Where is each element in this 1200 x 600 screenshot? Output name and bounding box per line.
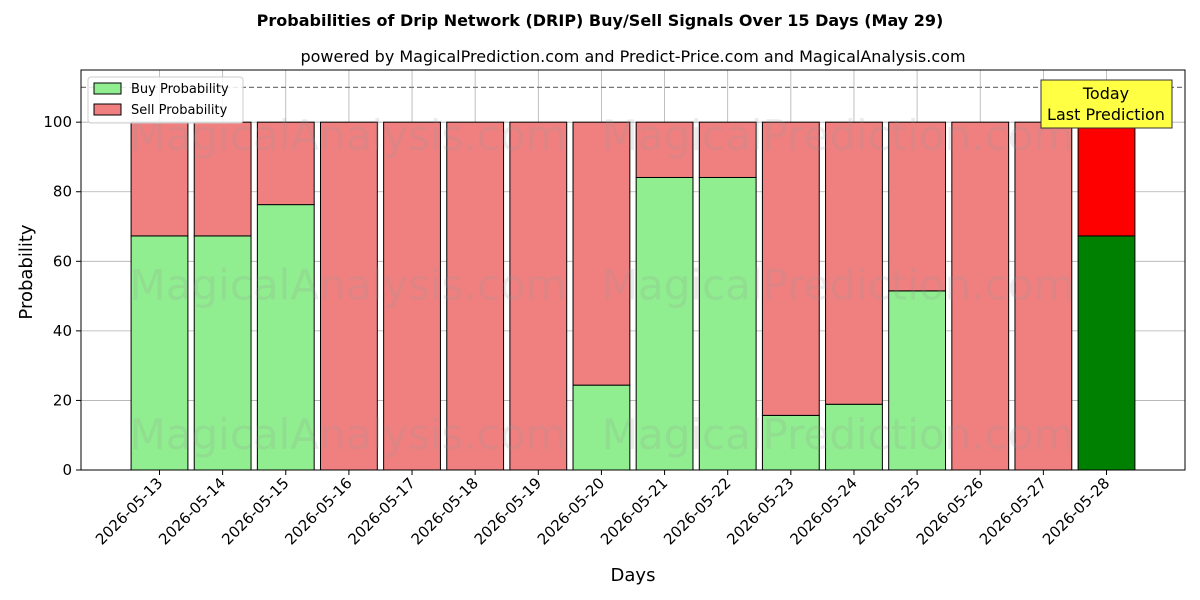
- buy-bar: [888, 290, 947, 471]
- watermark-text: MagicalPrediction.com: [602, 410, 1075, 459]
- y-tick-label: 80: [53, 183, 72, 201]
- sell-bar: [761, 121, 820, 416]
- watermark-text: MagicalPrediction.com: [602, 111, 1075, 160]
- y-tick-label: 100: [43, 113, 72, 131]
- x-tick-label: 2026-05-14: [155, 474, 229, 548]
- sell-bar: [1014, 121, 1073, 471]
- x-tick-label: 2026-05-25: [850, 474, 924, 548]
- today-annotation-line1: Today: [1082, 84, 1129, 103]
- x-tick-label: 2026-05-19: [471, 474, 545, 548]
- sell-bar: [193, 121, 252, 237]
- sell-bar: [1077, 121, 1136, 237]
- watermark-text: MagicalAnalysis.com: [130, 410, 567, 459]
- sell-bar: [951, 121, 1010, 471]
- sell-bar: [130, 121, 189, 237]
- legend-label-sell: Sell Probability: [131, 103, 228, 118]
- sell-bar: [383, 121, 441, 471]
- x-tick-label: 2026-05-28: [1039, 474, 1113, 548]
- watermark-text: MagicalAnalysis.com: [130, 261, 567, 310]
- buy-bar: [761, 414, 820, 471]
- y-tick-label: 0: [62, 461, 72, 479]
- legend-swatch-sell: [93, 103, 122, 116]
- x-tick-label: 2026-05-13: [92, 474, 166, 548]
- today-annotation-box: [1040, 79, 1173, 129]
- legend-box: [87, 76, 244, 124]
- x-tick-label: 2026-05-21: [597, 474, 671, 548]
- sell-bar: [572, 121, 631, 386]
- sell-bar: [825, 121, 883, 405]
- legend-label-buy: Buy Probability: [131, 82, 229, 97]
- y-tick-label: 60: [53, 252, 72, 270]
- x-tick-label: 2026-05-15: [218, 474, 292, 548]
- x-tick-label: 2026-05-17: [344, 474, 418, 548]
- sell-bar: [698, 121, 757, 178]
- y-axis-label: Probability: [16, 224, 37, 319]
- x-tick-label: 2026-05-24: [786, 474, 860, 548]
- buy-bar: [256, 204, 315, 471]
- x-tick-label: 2026-05-27: [976, 474, 1050, 548]
- buy-bar: [698, 176, 757, 471]
- y-tick-label: 20: [53, 391, 72, 409]
- sell-bar: [635, 121, 694, 178]
- watermark-text: MagicalPrediction.com: [602, 261, 1075, 310]
- x-tick-label: 2026-05-18: [408, 474, 482, 548]
- plot-frame: [80, 69, 1186, 471]
- plot-area: MagicalAnalysis.com MagicalPrediction.com…: [43, 69, 1186, 548]
- today-annotation-line2: Last Prediction: [1047, 105, 1165, 124]
- sell-bar: [888, 121, 947, 292]
- legend-swatch-buy: [93, 82, 122, 95]
- buy-bar: [1077, 235, 1136, 471]
- x-tick-label: 2026-05-23: [723, 474, 797, 548]
- y-tick-label: 40: [53, 322, 72, 340]
- sell-bar: [446, 121, 505, 471]
- chart-title: Probabilities of Drip Network (DRIP) Buy…: [257, 11, 944, 30]
- x-tick-label: 2026-05-16: [281, 474, 355, 548]
- x-tick-label: 2026-05-22: [660, 474, 734, 548]
- sell-bar: [256, 121, 315, 206]
- x-axis-label: Days: [611, 565, 656, 586]
- x-tick-label: 2026-05-20: [534, 474, 608, 548]
- x-tick-label: 2026-05-26: [913, 474, 987, 548]
- sell-bar: [319, 121, 378, 471]
- chart-subtitle: powered by MagicalPrediction.com and Pre…: [300, 47, 965, 66]
